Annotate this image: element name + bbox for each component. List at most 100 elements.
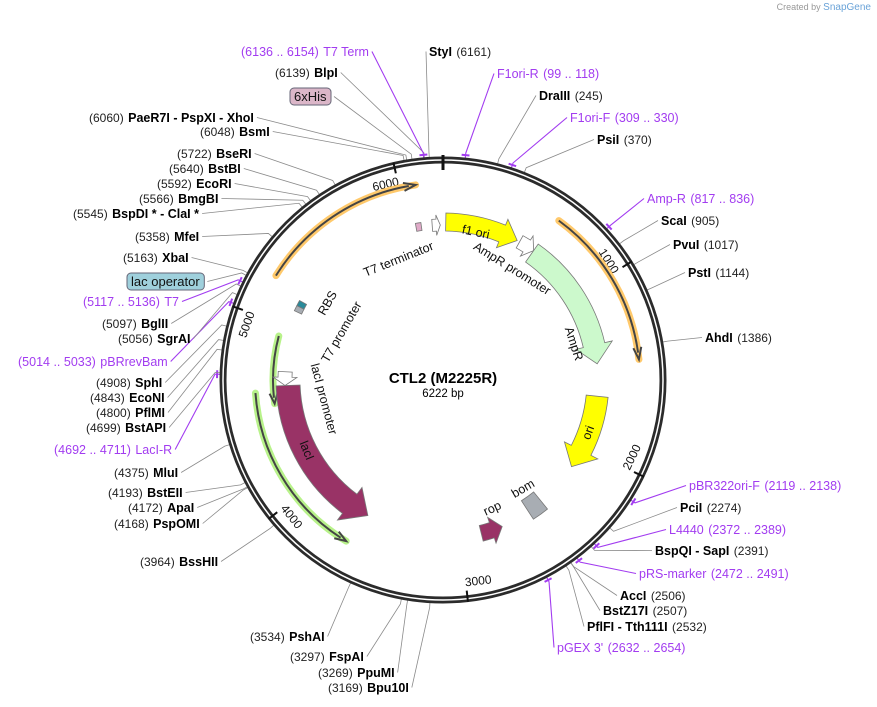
restriction-site-label[interactable]: (4843) EcoNI <box>90 389 165 406</box>
primer-label[interactable]: (5117 .. 5136) T7 <box>83 293 179 310</box>
primer-label[interactable]: L4440 (2372 .. 2389) <box>669 521 786 538</box>
restriction-site-label[interactable]: PflFI - Tth111I (2532) <box>587 618 707 635</box>
restriction-site-label[interactable]: (4193) BstEII <box>108 484 183 501</box>
separator: - <box>692 544 703 558</box>
feature-t7-terminator[interactable] <box>414 222 423 232</box>
primer-label[interactable]: F1ori-R (99 .. 118) <box>497 65 599 82</box>
leader-line <box>256 117 408 162</box>
restriction-site-label[interactable]: (5566) BmgBI <box>139 190 218 207</box>
restriction-site-label[interactable]: (4375) MluI <box>114 464 178 481</box>
feature-ori[interactable] <box>563 394 609 468</box>
site-position: (5592) <box>157 177 192 191</box>
restriction-site-label[interactable]: PvuI (1017) <box>673 236 739 253</box>
site-name: SphI <box>135 376 162 390</box>
restriction-site-label[interactable]: StyI (6161) <box>429 43 491 60</box>
restriction-site-label[interactable]: (6139) BlpI <box>275 64 338 81</box>
restriction-site-label[interactable]: (5056) SgrAI <box>118 330 190 347</box>
restriction-site-label[interactable]: (3269) PpuMI <box>318 664 395 681</box>
site-name: pBRrevBam <box>100 355 167 369</box>
site-position: (6060) <box>89 111 124 125</box>
site-name: AhdI <box>705 331 733 345</box>
svg-text:(4168) PspOMI: (4168) PspOMI <box>114 515 200 532</box>
restriction-site-label[interactable]: (5640) BstBI <box>169 160 241 177</box>
leader-line <box>576 557 637 575</box>
primer-label[interactable]: (4692 .. 4711) LacI-R <box>54 441 172 458</box>
feature-ampr[interactable] <box>525 243 614 365</box>
site-position: (5358) <box>135 230 170 244</box>
restriction-site-label[interactable]: (4800) PflMI <box>96 404 165 421</box>
primer-label[interactable]: F1ori-F (309 .. 330) <box>570 109 679 126</box>
restriction-site-label[interactable]: (5163) XbaI <box>123 249 189 266</box>
leader-line <box>608 507 678 532</box>
primer-label[interactable]: Amp-R (817 .. 836) <box>647 190 754 207</box>
restriction-site-label[interactable]: (6060) PaeR7I - PspXI - XhoI <box>89 109 254 126</box>
restriction-site-label[interactable]: PstI (1144) <box>688 264 749 281</box>
svg-text:AhdI (1386): AhdI (1386) <box>705 329 772 346</box>
primer-label[interactable]: (5014 .. 5033) pBRrevBam <box>18 353 168 370</box>
site-position: (3269) <box>318 666 353 680</box>
scale-tick-mark <box>232 305 244 311</box>
primer-label[interactable]: (6136 .. 6154) T7 Term <box>241 43 369 60</box>
feature-rop[interactable] <box>478 516 503 545</box>
site-position: (5117 .. 5136) <box>83 295 160 309</box>
restriction-site-label[interactable]: AhdI (1386) <box>705 329 772 346</box>
orf-arc-t7-region[interactable] <box>272 181 420 280</box>
leader-line <box>171 283 242 324</box>
feature-box-label[interactable]: lac operator <box>126 272 205 291</box>
svg-text:(6060) PaeR7I - PspXI - X: (6060) PaeR7I - PspXI - XhoI <box>89 109 254 126</box>
leader-line <box>327 581 352 637</box>
feature-laci[interactable] <box>275 384 369 521</box>
restriction-site-label[interactable]: ScaI (905) <box>661 212 719 229</box>
restriction-site-label[interactable]: (3169) Bpu10I <box>328 679 409 696</box>
leader-line <box>464 73 495 160</box>
primer-label[interactable]: pGEX 3' (2632 .. 2654) <box>557 639 685 656</box>
site-position: (1017) <box>704 238 739 252</box>
leader-line <box>565 564 585 627</box>
restriction-site-label[interactable]: BspQI - SapI (2391) <box>655 542 768 559</box>
leader-line <box>569 561 601 611</box>
restriction-site-label[interactable]: PsiI (370) <box>597 131 652 148</box>
restriction-site-label[interactable]: (5722) BseRI <box>177 145 252 162</box>
restriction-site-label[interactable]: (4908) SphI <box>96 374 162 391</box>
feature-box-label[interactable]: 6xHis <box>289 87 332 106</box>
orf-arc-laci-outer[interactable] <box>251 389 350 545</box>
site-position: (6139) <box>275 66 310 80</box>
restriction-site-label[interactable]: (4168) PspOMI <box>114 515 200 532</box>
feature-laci-promoter[interactable] <box>271 370 299 387</box>
restriction-site-label[interactable]: (5358) MfeI <box>135 228 199 245</box>
restriction-site-label[interactable]: (3534) PshAI <box>250 628 325 645</box>
svg-text:(4843) EcoNI: (4843) EcoNI <box>90 389 165 406</box>
restriction-site-label[interactable]: (5545) BspDI * - ClaI * <box>73 205 199 222</box>
restriction-site-label[interactable]: DraIII (245) <box>539 87 603 104</box>
site-name: BstBI <box>208 162 241 176</box>
orf-arc-ampr[interactable] <box>555 217 643 363</box>
restriction-site-label[interactable]: (5592) EcoRI <box>157 175 232 192</box>
primer-label[interactable]: pRS-marker (2472 .. 2491) <box>639 565 789 582</box>
restriction-site-label[interactable]: (6048) BsmI <box>200 123 270 140</box>
restriction-site-label[interactable]: AccI (2506) <box>620 587 686 604</box>
svg-text:PciI (2274): PciI (2274) <box>680 499 741 516</box>
feature-ampr-promoter[interactable] <box>515 234 535 257</box>
restriction-site-label[interactable]: (3297) FspAI <box>290 648 364 665</box>
restriction-site-label[interactable]: (5097) BglII <box>102 315 168 332</box>
leader-line <box>170 300 235 362</box>
feature-small-arrow[interactable] <box>431 214 441 236</box>
restriction-site-label[interactable]: (4172) ApaI <box>128 499 194 516</box>
feature-label-rbs: RBS <box>315 288 340 317</box>
site-name: PstI <box>688 266 711 280</box>
restriction-site-label[interactable]: PciI (2274) <box>680 499 741 516</box>
leader-line <box>221 198 307 206</box>
site-position: (2274) <box>707 501 742 515</box>
leader-line <box>197 485 249 508</box>
restriction-site-label[interactable]: BstZ17I (2507) <box>603 602 687 619</box>
site-name: pBR322ori-F <box>689 479 760 493</box>
feature-bom[interactable] <box>520 491 549 520</box>
feature-f1-ori[interactable] <box>445 212 518 249</box>
site-name: EcoNI <box>129 391 164 405</box>
primer-label[interactable]: pBR322ori-F (2119 .. 2138) <box>689 477 841 494</box>
site-name: BssHII <box>179 555 218 569</box>
restriction-site-label[interactable]: (4699) BstAPI <box>86 419 166 436</box>
restriction-site-label[interactable]: (3964) BssHII <box>140 553 218 570</box>
feature-t7-promoter[interactable] <box>296 299 308 310</box>
plasmid-length: 6222 bp <box>422 388 464 400</box>
